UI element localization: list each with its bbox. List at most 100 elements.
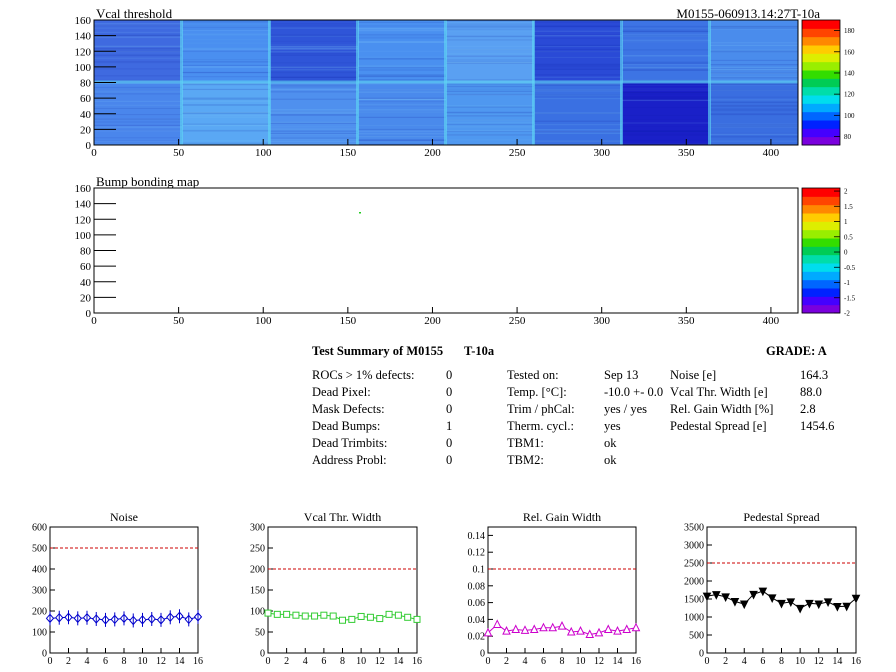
chart-point [301,612,309,620]
vcal-noise-stripe [622,118,710,121]
vcal-noise-stripe [446,106,534,108]
map-y-tick-label: 40 [80,277,92,289]
chart-point [273,610,281,618]
chart-y-tick-label: 2500 [684,559,704,570]
vcal-noise-stripe [622,98,710,100]
vcal-noise-stripe [622,30,710,33]
vcal-noise-stripe [710,51,798,54]
chart-x-tick-label: 4 [303,656,308,667]
chart-x-tick-label: 8 [779,656,784,667]
colorbar-segment [802,196,840,206]
vcal-noise-stripe [622,94,710,96]
vcal-noise-stripe [358,65,446,67]
colorbar-segment [802,103,840,113]
vcal-noise-stripe [622,61,710,63]
vcal-noise-stripe [94,24,182,27]
vcal-noise-stripe [446,115,534,117]
map-y-tick-label: 60 [80,261,92,273]
pedestal-spread-chart: Pedestal Spread 0 500 1000 1500 2000 2500 3000 3… [684,510,861,667]
summary-row-label: Rel. Gain Width [%] [670,402,774,416]
vcal-noise-stripe [182,29,270,31]
colorbar-segment [802,28,840,38]
vcal-noise-stripe [446,123,534,126]
vcal-noise-stripe [358,66,446,68]
vcal-noise-stripe [534,140,622,142]
colorbar-segment [802,95,840,104]
summary-row-value: -10.0 +- 0.0 [604,385,664,399]
vcal-noise-stripe [534,112,622,114]
vcal-noise-stripe [534,76,622,78]
vcal-noise-stripe [270,88,358,91]
vcal-noise-stripe [270,111,358,113]
vcal-noise-stripe [270,130,358,132]
vcal-noise-stripe [446,93,534,95]
map-y-tick-label: 160 [75,15,92,27]
chart-point [758,587,768,597]
vcal-noise-stripe [622,41,710,43]
vcal-noise-stripe [534,25,622,27]
colorbar-tick-label: 80 [844,133,852,141]
summary-row-value: 1 [446,419,453,433]
vcal-roc-tile [446,82,534,145]
map-x-tick-label: 0 [91,147,97,159]
colorbar-tick-label: -0.5 [844,264,856,272]
colorbar-frame [801,187,841,314]
chart-title: Pedestal Spread [743,510,819,524]
vcal-noise-stripe [270,91,358,93]
vcal-noise-stripe [358,116,446,118]
chart-x-tick-label: 10 [576,656,586,667]
map-y-tick-label: 100 [75,62,92,74]
vcal-noise-stripe [358,58,446,60]
chart-point [292,611,300,619]
vcal-noise-stripe [446,111,534,113]
vcal-noise-stripe [446,45,534,47]
vcal-noise-stripe [710,20,798,22]
vcal-noise-stripe [534,131,622,133]
vcal-noise-stripe [710,69,798,71]
vcal-noise-stripe [446,35,534,38]
chart-point [539,622,548,632]
vcal-noise-stripe [534,37,622,39]
vcal-noise-stripe [358,124,446,127]
vcal-noise-stripe [94,117,182,120]
vcal-noise-stripe [446,39,534,41]
map-y-tick-label: 100 [75,230,92,242]
vcal-noise-stripe [94,86,182,88]
vcal-threshold-map: Vcal threshold M0155-060913.14:27T-10a 0… [75,6,856,159]
vcal-noise-stripe [270,126,358,128]
vcal-noise-stripe [710,105,798,107]
vcal-noise-stripe [446,27,534,29]
vcal-noise-stripe [182,140,270,142]
vcal-noise-stripe [358,143,446,146]
vcal-noise-stripe [622,67,710,69]
vcal-roc-tile [534,20,622,83]
vcal-noise-stripe [94,130,182,132]
summary-title: Test Summary of M0155 [312,344,444,358]
vcal-roc-tile [534,82,622,145]
chart-point [594,627,604,637]
vcal-noise-stripe [94,75,182,77]
vcal-noise-stripe [94,118,182,120]
vcal-noise-stripe [358,41,446,43]
chart-point [795,604,805,614]
vcal-noise-stripe [358,75,446,77]
vcal-noise-stripe [182,143,270,145]
chart-x-tick-label: 12 [814,656,824,667]
vcal-noise-stripe [446,49,534,51]
chart-point [511,624,521,633]
map-y-tick-label: 20 [80,292,92,304]
chart-x-tick-label: 8 [560,656,565,667]
vcal-noise-stripe [534,65,622,67]
vcal-noise-stripe [622,79,710,81]
summary-row-value: 1454.6 [800,419,835,433]
vcal-noise-stripe [534,140,622,142]
vcal-noise-stripe [182,123,270,125]
vcal-noise-stripe [182,20,270,22]
map-x-tick-label: 50 [173,147,185,159]
summary-row-value: Sep 13 [604,368,639,382]
summary-row-label: Trim / phCal: [507,402,575,416]
summary-row-value: 2.8 [800,402,816,416]
vcal-noise-stripe [182,49,270,51]
colorbar-segment [802,188,840,197]
vcal-noise-stripe [446,121,534,124]
